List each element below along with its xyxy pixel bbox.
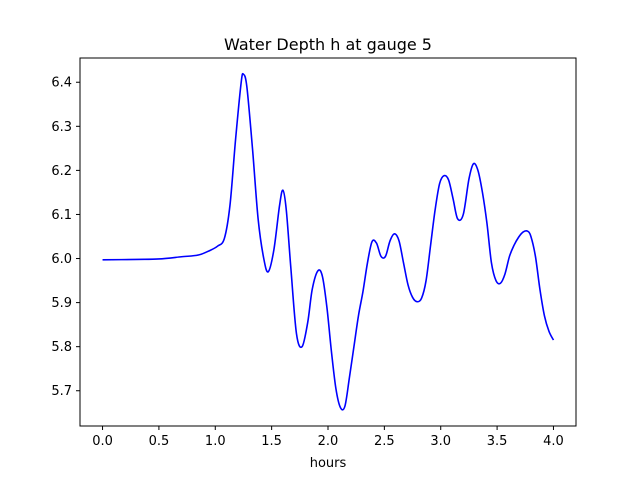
plot-area xyxy=(102,72,555,411)
y-tick-label: 5.7 xyxy=(51,384,72,399)
x-tick-label: 2.0 xyxy=(318,434,339,449)
x-tick-label: 0.5 xyxy=(149,434,170,449)
x-tick-label: 4.0 xyxy=(543,434,564,449)
x-tick-label: 2.5 xyxy=(374,434,395,449)
y-tick-label: 6.2 xyxy=(51,164,72,179)
y-axis: 5.7 5.8 5.9 6.0 6.1 6.2 6.3 6.4 xyxy=(51,76,80,399)
x-tick-label: 3.0 xyxy=(430,434,451,449)
x-tick-label: 3.5 xyxy=(487,434,508,449)
y-tick-label: 6.3 xyxy=(51,120,72,135)
y-tick-label: 6.1 xyxy=(51,208,72,223)
series-line xyxy=(102,72,555,411)
x-axis: 0.0 0.5 1.0 1.5 2.0 2.5 3.0 3.5 4.0 xyxy=(92,426,564,449)
y-tick-label: 5.8 xyxy=(51,340,72,355)
plot-frame xyxy=(79,57,577,427)
y-tick-label: 5.9 xyxy=(51,296,72,311)
x-axis-label: hours xyxy=(310,456,347,471)
y-tick-label: 6.4 xyxy=(51,76,72,91)
chart-title: Water Depth h at gauge 5 xyxy=(224,35,432,54)
x-tick-label: 1.5 xyxy=(261,434,282,449)
y-tick-label: 6.0 xyxy=(51,252,72,267)
x-tick-label: 1.0 xyxy=(205,434,226,449)
x-tick-label: 0.0 xyxy=(92,434,113,449)
